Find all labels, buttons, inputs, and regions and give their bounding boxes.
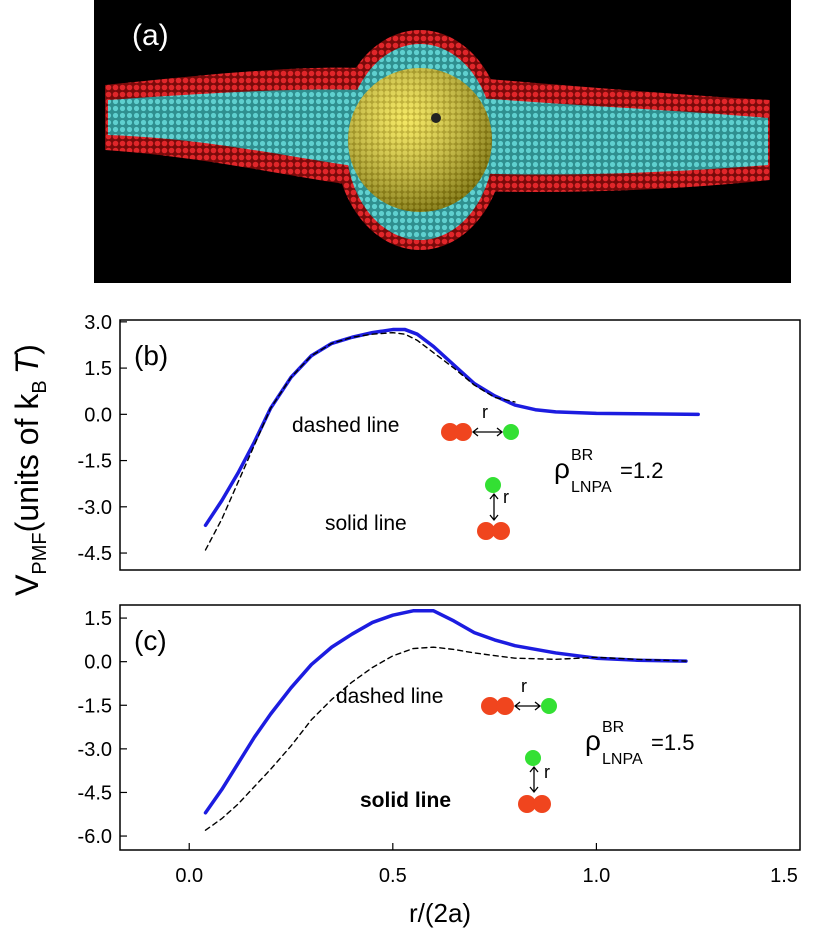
y-tick-label: 1.5 — [84, 358, 112, 380]
nanoparticle-pole — [431, 113, 441, 123]
y-label-sub2: B — [29, 380, 51, 393]
rho-value: =1.2 — [620, 458, 663, 483]
bead-icon — [503, 424, 519, 440]
r-label: r — [503, 487, 509, 507]
distance-arrow — [529, 765, 539, 794]
y-tick-label: -1.5 — [78, 695, 112, 717]
nanoparticle-shade — [348, 68, 492, 212]
solid-line-note: solid line — [360, 789, 451, 812]
y-tick-label: -1.5 — [78, 451, 112, 473]
bead-icon — [496, 697, 514, 715]
rho-superscript: BR — [571, 447, 593, 464]
x-axis-label: r/(2a) — [409, 898, 471, 928]
y-tick-label: 0.0 — [84, 404, 112, 426]
snapshot: (a) — [94, 0, 791, 283]
r-label: r — [482, 402, 488, 422]
rho-superscript: BR — [602, 719, 624, 736]
distance-arrow — [489, 492, 499, 522]
y-label-main: V — [9, 574, 45, 596]
bead-icon — [492, 522, 510, 540]
y-tick-label: 3.0 — [84, 312, 112, 334]
y-label-end: ) — [9, 344, 45, 355]
solid-curve — [203, 609, 688, 815]
chart-panel: 3.0 1.5 0.0 -1.5 -3.0 -4.5 (b) dashed line solid… — [78, 312, 801, 571]
plot-frame — [119, 319, 801, 571]
bead-icon — [441, 423, 459, 441]
solid-line-note: solid line — [325, 512, 407, 535]
y-axis-label: VPMF(units of kBT) — [9, 344, 51, 596]
dashed-curve — [204, 646, 687, 831]
bead-icon — [477, 522, 495, 540]
distance-arrow — [513, 701, 542, 711]
x-tick-label: 0.0 — [175, 865, 203, 887]
y-tick-label: -3.0 — [78, 497, 112, 519]
rho-subscript: LNPA — [602, 751, 643, 768]
bead-icon — [533, 795, 551, 813]
y-tick-label: 0.0 — [84, 652, 112, 674]
y-tick-label: -4.5 — [78, 782, 112, 804]
plot-frame — [119, 604, 801, 851]
y-label-italic: T — [9, 352, 45, 374]
r-label: r — [521, 676, 527, 696]
dashed-line-note: dashed line — [336, 685, 443, 708]
x-tick-label: 1.5 — [770, 865, 798, 887]
r-label: r — [544, 762, 550, 782]
panel-label: (c) — [134, 625, 167, 656]
panel-label: (a) — [132, 19, 169, 52]
rho-subscript: LNPA — [571, 479, 612, 496]
rho-value: =1.5 — [651, 730, 694, 755]
dashed-curve — [204, 331, 516, 551]
chart-panel: 1.5 0.0 -1.5 -3.0 -4.5 -6.0 0.0 0.5 1.0 1.5 r/(2a)… — [78, 604, 801, 928]
bead-icon — [485, 477, 501, 493]
distance-arrow — [471, 427, 504, 437]
bead-icon — [541, 698, 557, 714]
y-label-middle: (units of k — [9, 393, 45, 533]
bead-icon — [518, 795, 536, 813]
x-tick-label: 1.0 — [583, 865, 611, 887]
panel-label: (b) — [134, 340, 168, 371]
bead-icon — [481, 697, 499, 715]
y-tick-label: -6.0 — [78, 826, 112, 848]
dashed-line-note: dashed line — [292, 414, 399, 437]
y-tick-label: 1.5 — [84, 608, 112, 630]
bead-icon — [454, 423, 472, 441]
y-tick-label: -4.5 — [78, 543, 112, 565]
y-tick-label: -3.0 — [78, 739, 112, 761]
rho-symbol: ρ — [585, 725, 601, 756]
rho-symbol: ρ — [554, 453, 570, 484]
y-label-sub: PMF — [29, 532, 51, 574]
bead-icon — [525, 750, 541, 766]
x-tick-label: 0.5 — [379, 865, 407, 887]
